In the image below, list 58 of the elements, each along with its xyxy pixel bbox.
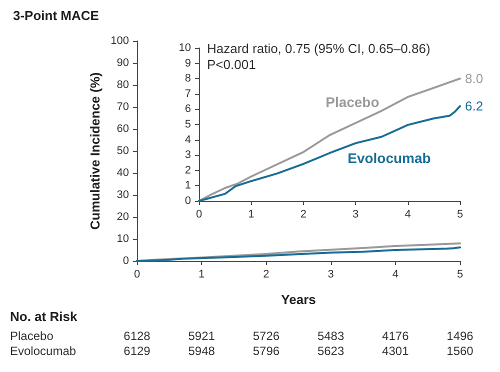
x-tick-label: 5 (456, 268, 464, 280)
y-tick-label: 10 (116, 233, 129, 245)
text: 5796 (252, 344, 280, 358)
y-tick-label: 10 (178, 42, 191, 54)
annotation: P<0.001 (207, 57, 256, 72)
text: 5948 (188, 344, 216, 358)
data-label: 8.0 (465, 71, 484, 86)
x-axis-title: Years (281, 292, 316, 307)
y-tick-label: 40 (116, 167, 129, 179)
x-tick-label: 3 (328, 268, 334, 280)
y-tick-label: 0 (122, 255, 129, 267)
x-tick-label: 0 (134, 268, 140, 280)
text: 1496 (446, 329, 474, 343)
series-label: Evolocumab (348, 150, 431, 166)
x-tick-label: 0 (196, 208, 202, 220)
y-tick-label: 8 (184, 72, 191, 85)
annotation: Hazard ratio, 0.75 (95% CI, 0.65–0.86) (207, 41, 430, 56)
text: 4301 (382, 344, 410, 358)
text: Placebo (10, 329, 54, 343)
x-tick-label: 4 (404, 208, 411, 220)
y-tick-label: 2 (184, 164, 191, 176)
y-tick-label: 70 (116, 101, 129, 113)
x-tick-label: 1 (248, 208, 254, 220)
text: 5623 (317, 344, 344, 358)
x-tick-label: 5 (456, 208, 464, 220)
y-tick-label: 80 (116, 79, 129, 91)
text: 6129 (124, 344, 151, 358)
y-tick-label: 1 (184, 180, 191, 192)
data-label: 6.2 (465, 98, 484, 114)
x-tick-label: 2 (300, 208, 306, 220)
chart-title: 3-Point MACE (13, 8, 100, 23)
text: No. at Risk (10, 309, 78, 324)
x-tick-label: 4 (392, 268, 398, 280)
y-tick-label: 3 (184, 149, 191, 162)
text: Evolocumab (10, 344, 76, 358)
y-tick-label: 20 (116, 211, 129, 223)
y-tick-label: 100 (110, 35, 129, 47)
x-tick-label: 3 (352, 208, 359, 220)
y-tick-label: 7 (184, 88, 191, 100)
series-label: Placebo (326, 94, 380, 110)
y-tick-label: 30 (116, 189, 129, 201)
text: 1560 (446, 344, 474, 358)
y-tick-label: 60 (116, 123, 129, 135)
y-tick-label: 90 (116, 57, 129, 69)
text: 5726 (252, 329, 280, 343)
y-tick-label: 4 (184, 134, 191, 146)
y-axis-title: Cumulative Incidence (%) (88, 72, 102, 230)
text: 4176 (382, 329, 410, 343)
y-tick-label: 6 (184, 103, 191, 116)
x-tick-label: 2 (263, 268, 270, 280)
y-tick-label: 50 (116, 145, 129, 157)
text: 5483 (317, 329, 344, 343)
x-tick-label: 1 (198, 268, 205, 280)
text: 5921 (188, 329, 216, 343)
y-tick-label: 0 (184, 195, 191, 207)
text: 6128 (124, 329, 151, 343)
y-tick-label: 5 (184, 118, 191, 130)
y-tick-label: 9 (184, 57, 191, 70)
